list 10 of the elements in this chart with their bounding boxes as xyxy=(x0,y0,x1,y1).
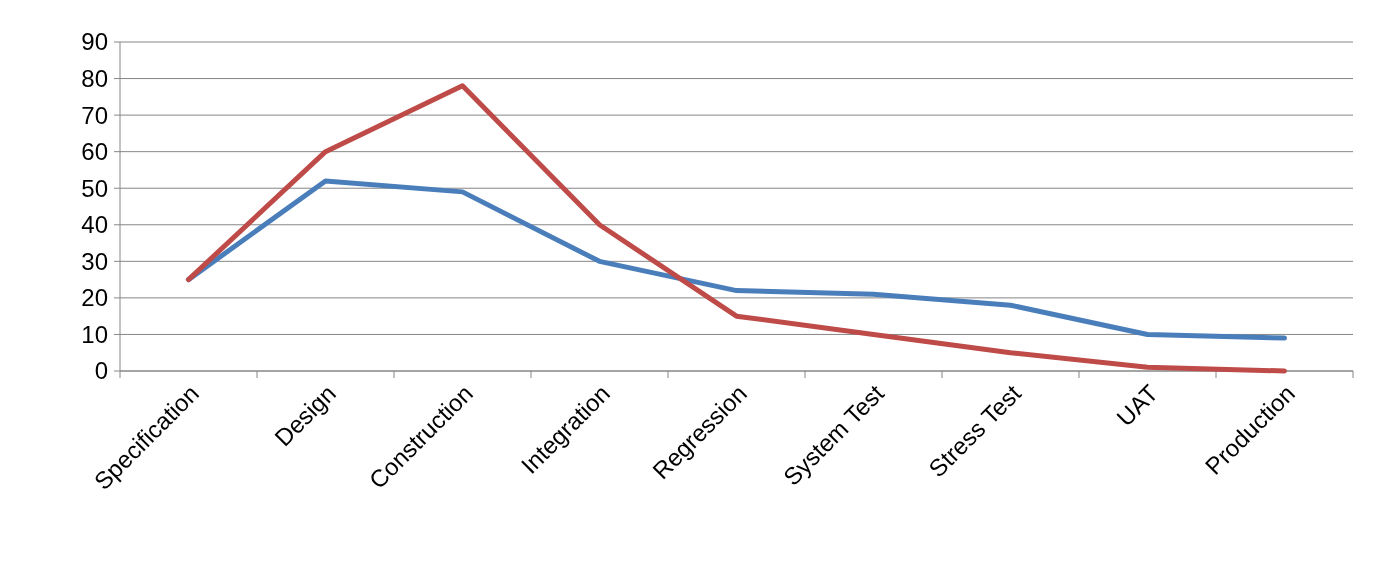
y-tick-label: 70 xyxy=(81,101,108,129)
y-tick-label: 50 xyxy=(81,174,108,202)
y-tick-label: 10 xyxy=(81,320,108,348)
y-tick-label: 30 xyxy=(81,247,108,275)
y-tick-label: 90 xyxy=(81,28,108,56)
y-tick-label: 80 xyxy=(81,64,108,92)
y-tick-label: 60 xyxy=(81,138,108,166)
y-tick-label: 20 xyxy=(81,284,108,312)
y-tick-label: 0 xyxy=(94,357,108,385)
y-tick-label: 40 xyxy=(81,211,108,239)
